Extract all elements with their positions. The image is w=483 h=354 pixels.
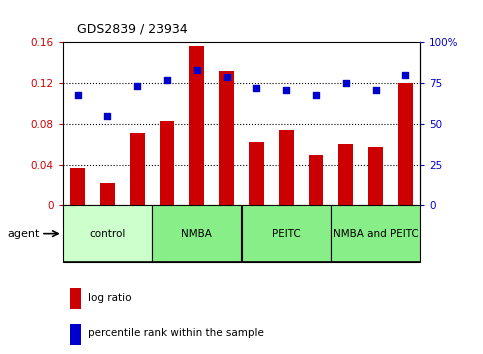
Bar	[130, 133, 145, 205]
Bar	[63, 205, 152, 262]
Text: PEITC: PEITC	[272, 229, 300, 239]
Bar	[152, 205, 242, 262]
Text: control: control	[89, 229, 126, 239]
Bar	[159, 121, 174, 205]
Bar	[368, 147, 383, 205]
Text: percentile rank within the sample: percentile rank within the sample	[88, 329, 264, 338]
Bar	[331, 205, 420, 262]
Bar	[309, 155, 324, 205]
Bar	[70, 168, 85, 205]
Bar	[279, 130, 294, 205]
Point	[312, 92, 320, 97]
Bar	[219, 71, 234, 205]
Text: NMBA and PEITC: NMBA and PEITC	[333, 229, 418, 239]
Point	[253, 85, 260, 91]
Text: agent: agent	[7, 229, 40, 239]
Point	[282, 87, 290, 92]
Bar	[70, 288, 81, 309]
Point	[104, 113, 112, 119]
Point	[193, 67, 201, 73]
Text: NMBA: NMBA	[182, 229, 212, 239]
Point	[223, 74, 230, 80]
Bar	[189, 46, 204, 205]
Text: GDS2839 / 23934: GDS2839 / 23934	[77, 22, 188, 35]
Bar	[338, 144, 353, 205]
Point	[74, 92, 82, 97]
Text: log ratio: log ratio	[88, 293, 131, 303]
Point	[163, 77, 171, 83]
Bar	[70, 324, 81, 345]
Bar	[249, 142, 264, 205]
Bar	[242, 205, 331, 262]
Point	[342, 80, 350, 86]
Bar	[100, 183, 115, 205]
Point	[372, 87, 380, 92]
Bar	[398, 83, 413, 205]
Point	[133, 84, 141, 89]
Point	[401, 72, 409, 78]
